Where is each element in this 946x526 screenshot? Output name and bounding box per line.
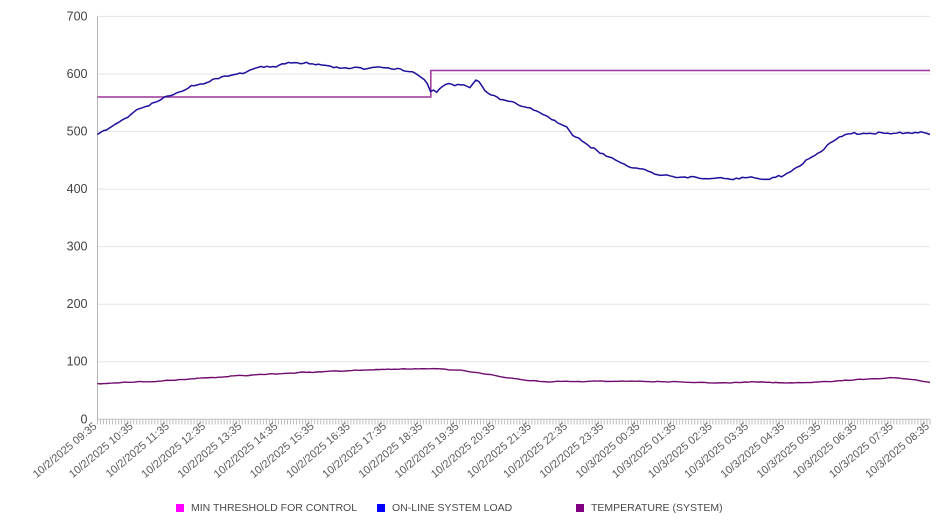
svg-text:600: 600 (67, 67, 88, 81)
svg-text:10/2/2025 17:35: 10/2/2025 17:35 (320, 420, 389, 480)
svg-text:100: 100 (67, 355, 88, 369)
svg-text:10/2/2025 22:35: 10/2/2025 22:35 (501, 420, 570, 480)
svg-text:200: 200 (67, 297, 88, 311)
svg-text:10/2/2025 19:35: 10/2/2025 19:35 (393, 420, 462, 480)
svg-text:300: 300 (67, 240, 88, 254)
svg-text:10/2/2025 12:35: 10/2/2025 12:35 (139, 420, 208, 480)
svg-text:400: 400 (67, 182, 88, 196)
svg-text:500: 500 (67, 125, 88, 139)
svg-text:10/3/2025 04:35: 10/3/2025 04:35 (719, 420, 788, 480)
svg-text:10/3/2025 06:35: 10/3/2025 06:35 (791, 420, 860, 480)
svg-text:10/2/2025 18:35: 10/2/2025 18:35 (357, 420, 426, 480)
svg-text:10/3/2025 07:35: 10/3/2025 07:35 (827, 420, 896, 480)
svg-text:10/2/2025 13:35: 10/2/2025 13:35 (176, 420, 245, 480)
svg-text:10/2/2025 14:35: 10/2/2025 14:35 (212, 420, 281, 480)
svg-text:10/2/2025 16:35: 10/2/2025 16:35 (284, 420, 353, 480)
svg-text:10/2/2025 20:35: 10/2/2025 20:35 (429, 420, 498, 480)
svg-text:10/3/2025 03:35: 10/3/2025 03:35 (682, 420, 751, 480)
svg-text:10/2/2025 10:35: 10/2/2025 10:35 (67, 420, 136, 480)
svg-text:10/2/2025 09:35: 10/2/2025 09:35 (31, 420, 100, 480)
svg-text:10/2/2025 11:35: 10/2/2025 11:35 (104, 420, 172, 480)
svg-text:700: 700 (67, 9, 88, 23)
svg-text:10/3/2025 01:35: 10/3/2025 01:35 (610, 420, 679, 480)
svg-text:10/3/2025 05:35: 10/3/2025 05:35 (755, 420, 824, 480)
svg-text:10/2/2025 23:35: 10/2/2025 23:35 (538, 420, 607, 480)
svg-text:10/3/2025 00:35: 10/3/2025 00:35 (574, 420, 643, 480)
svg-text:10/2/2025 15:35: 10/2/2025 15:35 (248, 420, 317, 480)
svg-text:10/3/2025 08:35: 10/3/2025 08:35 (863, 420, 932, 480)
svg-text:10/2/2025 21:35: 10/2/2025 21:35 (465, 420, 534, 480)
svg-text:10/3/2025 02:35: 10/3/2025 02:35 (646, 420, 715, 480)
